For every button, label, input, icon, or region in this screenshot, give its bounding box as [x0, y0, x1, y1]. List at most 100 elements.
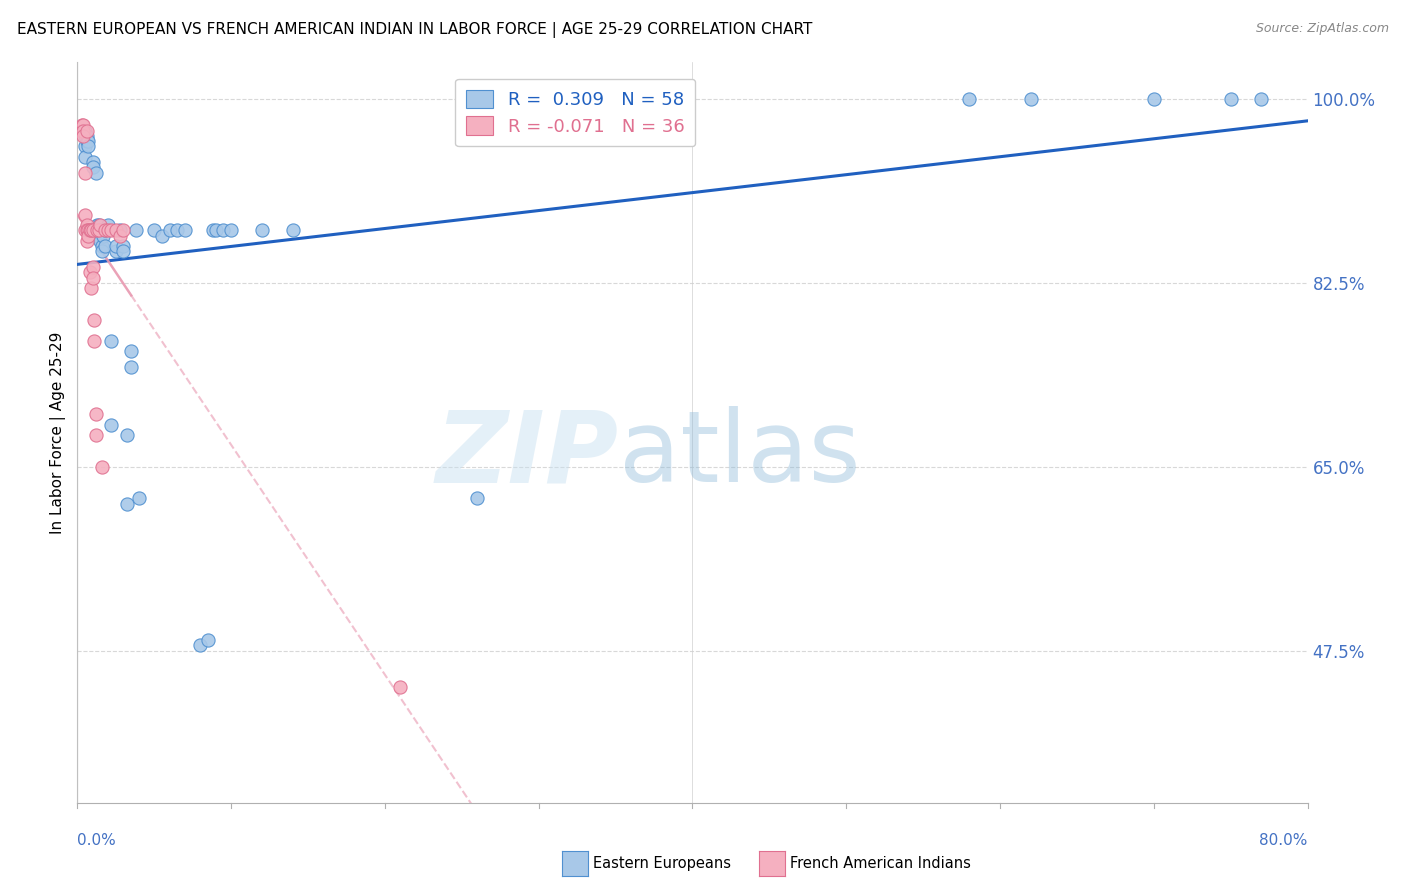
Point — [1250, 92, 1272, 106]
Point — [86, 223, 108, 237]
Point — [115, 428, 138, 442]
Point — [73, 208, 96, 222]
Point — [89, 218, 111, 232]
Point — [87, 218, 110, 232]
Point — [79, 228, 101, 243]
Point — [82, 223, 104, 237]
Point — [219, 223, 242, 237]
Point — [77, 139, 100, 153]
Point — [77, 223, 100, 237]
Point — [73, 139, 96, 153]
Point — [120, 359, 142, 374]
Point — [87, 223, 110, 237]
Point — [212, 223, 235, 237]
Point — [90, 244, 114, 259]
Point — [80, 223, 103, 237]
Point — [128, 491, 150, 506]
Point — [76, 223, 98, 237]
Text: EASTERN EUROPEAN VS FRENCH AMERICAN INDIAN IN LABOR FORCE | AGE 25-29 CORRELATIO: EASTERN EUROPEAN VS FRENCH AMERICAN INDI… — [17, 22, 813, 38]
Point — [84, 166, 107, 180]
Point — [79, 223, 101, 237]
Point — [1219, 92, 1241, 106]
Point — [94, 223, 117, 237]
Point — [89, 234, 111, 248]
Point — [73, 166, 96, 180]
Point — [76, 124, 98, 138]
Text: Eastern Europeans: Eastern Europeans — [593, 856, 731, 871]
Point — [73, 128, 96, 143]
Point — [97, 223, 120, 237]
Point — [83, 334, 105, 348]
Point — [166, 223, 188, 237]
Point — [73, 124, 96, 138]
Point — [125, 223, 148, 237]
Point — [84, 223, 107, 237]
Point — [89, 223, 111, 237]
Point — [82, 260, 104, 275]
Point — [1019, 92, 1042, 106]
Point — [104, 223, 127, 237]
Point — [100, 417, 122, 432]
Text: 80.0%: 80.0% — [1260, 833, 1308, 848]
Point — [159, 223, 181, 237]
Point — [150, 228, 173, 243]
Point — [197, 633, 219, 648]
Point — [112, 239, 135, 253]
Point — [112, 244, 135, 259]
Point — [100, 334, 122, 348]
Point — [76, 218, 98, 232]
Point — [204, 223, 226, 237]
Point — [80, 223, 103, 237]
Point — [97, 218, 120, 232]
Point — [72, 124, 94, 138]
Point — [1143, 92, 1166, 106]
Point — [94, 239, 117, 253]
Point — [188, 638, 212, 652]
Point — [120, 344, 142, 359]
Point — [93, 228, 115, 243]
Point — [389, 680, 412, 694]
Point — [201, 223, 224, 237]
Text: French American Indians: French American Indians — [790, 856, 972, 871]
Point — [79, 265, 101, 279]
Point — [82, 270, 104, 285]
Point — [76, 234, 98, 248]
Point — [110, 223, 132, 237]
Point — [79, 223, 101, 237]
Point — [80, 281, 103, 295]
Point — [72, 128, 94, 143]
Point — [77, 134, 100, 148]
Text: Source: ZipAtlas.com: Source: ZipAtlas.com — [1256, 22, 1389, 36]
Point — [73, 150, 96, 164]
Point — [70, 119, 93, 133]
Point — [70, 124, 93, 138]
Point — [110, 228, 132, 243]
Point — [281, 223, 304, 237]
Y-axis label: In Labor Force | Age 25-29: In Labor Force | Age 25-29 — [51, 332, 66, 533]
Point — [100, 223, 122, 237]
Point — [83, 312, 105, 326]
Point — [94, 223, 117, 237]
Point — [174, 223, 197, 237]
Point — [82, 161, 104, 175]
Point — [465, 491, 488, 506]
Point — [82, 155, 104, 169]
Point — [72, 119, 94, 133]
Text: 0.0%: 0.0% — [77, 833, 117, 848]
Point — [250, 223, 273, 237]
Point — [86, 228, 108, 243]
Point — [143, 223, 166, 237]
Point — [77, 228, 100, 243]
Point — [104, 244, 127, 259]
Point — [84, 428, 107, 442]
Text: ZIP: ZIP — [436, 407, 619, 503]
Point — [112, 223, 135, 237]
Point — [76, 128, 98, 143]
Point — [76, 134, 98, 148]
Text: atlas: atlas — [619, 407, 860, 503]
Point — [90, 239, 114, 253]
Point — [73, 223, 96, 237]
Point — [115, 496, 138, 510]
Point — [957, 92, 980, 106]
Point — [104, 239, 127, 253]
